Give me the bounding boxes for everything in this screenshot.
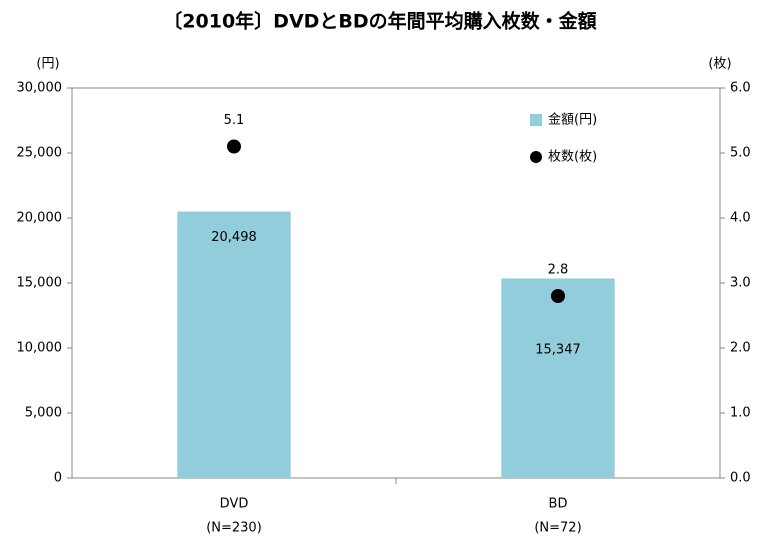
legend-label: 金額(円) <box>548 112 597 128</box>
bar <box>501 278 615 478</box>
y2-tick-label: 4.0 <box>730 211 751 226</box>
y-tick-label: 15,000 <box>17 276 63 291</box>
y-tick-label: 30,000 <box>17 81 63 96</box>
x-tick-note: (N=72) <box>534 521 581 536</box>
plot-frame <box>71 87 721 479</box>
x-tick-note: (N=230) <box>206 521 262 536</box>
y2-tick-label: 1.0 <box>730 406 751 421</box>
y2-tick-label: 0.0 <box>730 471 751 486</box>
y2-tick-label: 5.0 <box>730 146 751 161</box>
chart-title: 〔2010年〕DVDとBDの年間平均購入枚数・金額 <box>163 10 596 33</box>
legend-swatch <box>530 114 542 126</box>
point-value-label: 2.8 <box>548 263 569 278</box>
y-tick-label: 25,000 <box>17 146 63 161</box>
bar-value-label: 20,498 <box>211 230 257 245</box>
bar <box>177 211 291 478</box>
y2-tick-label: 3.0 <box>730 276 751 291</box>
y2-tick-label: 2.0 <box>730 341 751 356</box>
y-axis-unit: (円) <box>36 57 59 72</box>
x-tick-label: DVD <box>220 497 249 512</box>
y-tick-label: 20,000 <box>17 211 63 226</box>
point-value-label: 5.1 <box>224 113 245 128</box>
y-tick-label: 10,000 <box>17 341 63 356</box>
y2-tick-label: 6.0 <box>730 81 751 96</box>
x-tick-label: BD <box>549 497 568 512</box>
point <box>227 139 241 154</box>
legend-swatch <box>530 151 542 163</box>
bar-value-label: 15,347 <box>535 343 581 358</box>
y-tick-label: 0 <box>54 471 62 486</box>
y2-axis-unit: (枚) <box>708 57 731 72</box>
legend-label: 枚数(枚) <box>548 150 597 165</box>
y-tick-label: 5,000 <box>25 406 62 421</box>
point <box>551 289 565 303</box>
